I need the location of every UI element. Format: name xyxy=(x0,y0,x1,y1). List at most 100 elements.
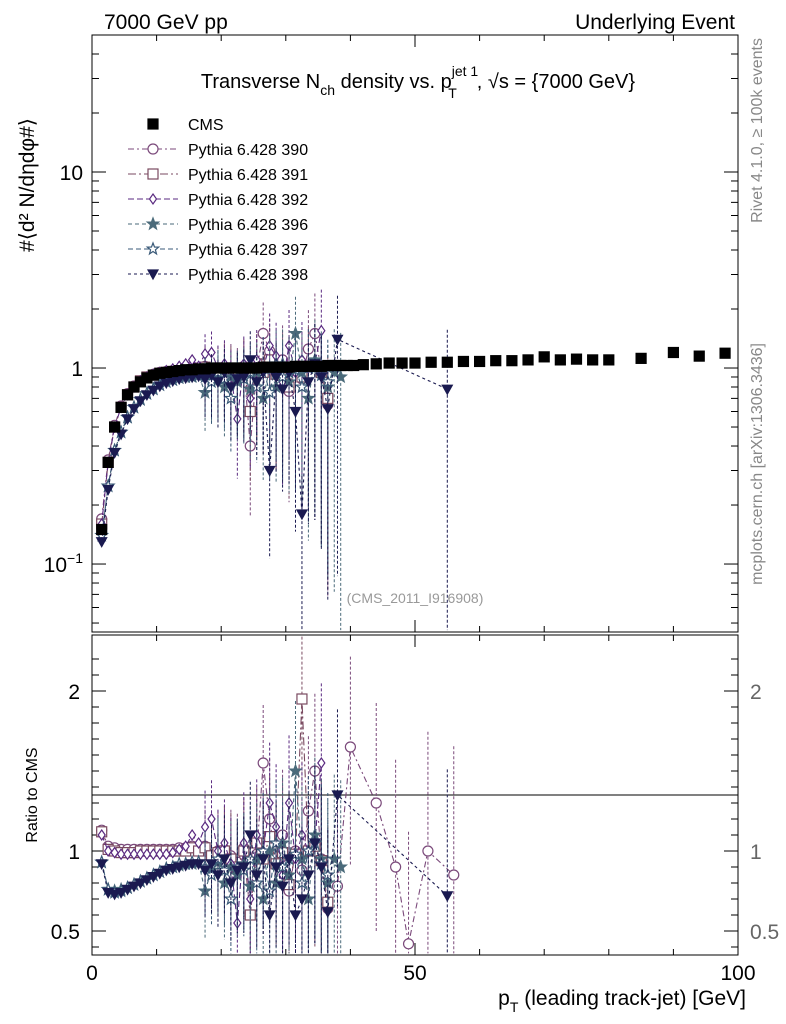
ratio-point xyxy=(108,889,121,901)
ratio-tick-label-right: 1 xyxy=(750,841,762,864)
ratio-point xyxy=(149,848,158,861)
ratio-point xyxy=(441,891,454,903)
ratio-point xyxy=(142,848,152,861)
data-point xyxy=(270,372,283,384)
ratio-point xyxy=(205,859,218,871)
ratio-point xyxy=(244,830,257,842)
data-point xyxy=(383,357,395,369)
ratio-point xyxy=(168,846,177,859)
data-point xyxy=(719,347,731,359)
ratio-point xyxy=(181,840,190,853)
data-point xyxy=(262,384,278,399)
ratio-point xyxy=(121,884,134,896)
x-tick-label: 0 xyxy=(86,962,98,985)
ratio-point xyxy=(192,859,205,871)
title-part3: , √s = {7000 GeV} xyxy=(477,71,636,93)
data-point xyxy=(207,346,216,359)
data-point xyxy=(121,389,134,401)
ratio-point xyxy=(333,859,349,874)
ratio-point xyxy=(237,862,250,874)
header-left: 7000 GeV pp xyxy=(104,11,228,34)
ratio-point xyxy=(344,741,356,753)
data-point xyxy=(288,325,303,340)
data-point xyxy=(294,379,310,394)
data-point xyxy=(102,456,114,468)
ratio-point xyxy=(179,860,192,872)
ratio-point xyxy=(136,848,145,861)
data-point xyxy=(490,355,502,367)
ratio-point xyxy=(331,790,344,802)
data-point xyxy=(370,358,382,370)
data-point xyxy=(554,354,566,366)
legend-marker xyxy=(147,118,159,130)
ratio-point xyxy=(448,869,460,881)
ratio-point xyxy=(296,693,308,705)
data-point xyxy=(441,356,453,368)
legend-entry: Pythia 6.428 390 xyxy=(128,142,308,159)
data-point xyxy=(331,334,344,346)
ratio-point xyxy=(103,844,113,858)
data-point xyxy=(109,421,121,433)
title-sub-T: T xyxy=(448,85,457,101)
y-axis-label-ratio: Ratio to CMS xyxy=(24,747,41,842)
ratio-point xyxy=(257,757,269,769)
ratio-line xyxy=(101,841,329,900)
y-tick-label: 1 xyxy=(71,358,83,381)
legend-label: Pythia 6.428 392 xyxy=(188,192,308,209)
ratio-point xyxy=(231,865,244,877)
y-tick-label: 10−1 xyxy=(44,550,84,577)
ratio-tick-label-left: 2 xyxy=(68,681,80,704)
ratio-point xyxy=(288,763,303,778)
series-line xyxy=(101,338,448,542)
ratio-point xyxy=(160,865,173,877)
ratio-point xyxy=(110,846,119,859)
data-point xyxy=(147,385,160,397)
data-point xyxy=(522,354,534,366)
legend-label: Pythia 6.428 397 xyxy=(188,242,308,259)
ratio-point xyxy=(140,875,153,887)
ratio-point xyxy=(302,870,315,882)
ratio-point xyxy=(283,854,296,866)
ratio-point xyxy=(317,756,326,770)
legend-marker xyxy=(147,168,159,180)
ratio-point xyxy=(422,845,434,857)
xlabel-sub: T xyxy=(510,999,519,1015)
data-point xyxy=(265,339,274,352)
data-point xyxy=(153,381,166,393)
series-main-0 xyxy=(96,346,731,536)
data-series xyxy=(94,289,731,954)
data-point xyxy=(409,357,421,369)
data-point xyxy=(635,352,647,364)
ratio-tick-label-left: 1 xyxy=(68,841,80,864)
ratio-point xyxy=(263,910,276,922)
data-point xyxy=(321,404,334,415)
legend-entry: CMS xyxy=(147,117,224,134)
title-sub-ch: ch xyxy=(320,82,335,98)
ratio-point xyxy=(155,848,165,861)
data-point xyxy=(357,359,369,371)
data-point xyxy=(263,465,276,477)
legend-marker xyxy=(145,216,161,231)
x-tick-label: 100 xyxy=(720,962,755,985)
data-point xyxy=(224,382,237,394)
data-point xyxy=(115,401,127,413)
data-point xyxy=(250,377,263,389)
ratio-tick-label-left: 0.5 xyxy=(51,921,80,944)
data-point xyxy=(396,357,408,369)
data-point xyxy=(231,374,244,386)
ratio-point xyxy=(95,859,108,871)
analysis-tag: (CMS_2011_I916908) xyxy=(347,590,484,606)
ratio-point xyxy=(315,862,328,874)
data-point xyxy=(570,353,583,365)
legend-entry: Pythia 6.428 398 xyxy=(128,267,308,284)
ratio-point xyxy=(250,870,263,882)
legend-marker xyxy=(148,192,158,206)
ratio-point xyxy=(276,881,289,893)
data-point xyxy=(199,374,212,386)
data-point xyxy=(276,384,289,396)
x-tick-label: 50 xyxy=(403,962,426,985)
data-point xyxy=(506,355,518,367)
ratio-point xyxy=(370,797,382,809)
ratio-point xyxy=(129,848,139,861)
